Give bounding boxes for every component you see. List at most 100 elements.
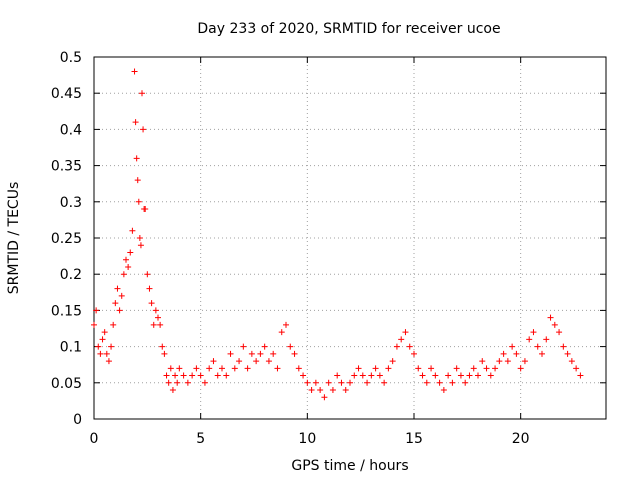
data-point xyxy=(99,336,106,343)
y-tick-label: 0.15 xyxy=(51,303,82,319)
data-point xyxy=(295,365,302,372)
data-point xyxy=(530,329,537,336)
x-tick-labels: 0 5 10 15 20 xyxy=(90,431,530,447)
data-point xyxy=(406,343,413,350)
data-point xyxy=(492,365,499,372)
data-point xyxy=(513,350,520,357)
data-point xyxy=(148,300,155,307)
data-point xyxy=(174,379,181,386)
y-tick-label: 0.25 xyxy=(51,231,82,247)
data-point xyxy=(500,350,507,357)
data-point xyxy=(415,365,422,372)
data-point xyxy=(163,372,170,379)
data-point xyxy=(517,365,524,372)
data-point xyxy=(573,365,580,372)
data-point xyxy=(287,343,294,350)
data-point xyxy=(134,177,141,184)
data-point xyxy=(120,271,127,278)
data-point xyxy=(419,372,426,379)
data-point xyxy=(342,387,349,394)
data-point xyxy=(436,379,443,386)
data-point xyxy=(101,329,108,336)
data-point xyxy=(347,379,353,386)
data-point xyxy=(364,379,371,386)
data-point xyxy=(150,321,157,328)
data-point xyxy=(110,321,117,328)
data-point xyxy=(180,372,187,379)
data-point xyxy=(240,343,247,350)
y-tick-label: 0.3 xyxy=(60,195,82,211)
data-point xyxy=(560,343,567,350)
data-point xyxy=(359,372,366,379)
data-point xyxy=(274,365,281,372)
data-point xyxy=(91,321,97,328)
y-tick-label: 0.05 xyxy=(51,376,82,392)
data-point xyxy=(108,343,115,350)
x-axis-title: GPS time / hours xyxy=(291,458,408,474)
y-tick-label: 0.45 xyxy=(51,86,82,102)
data-point xyxy=(466,372,473,379)
y-tick-label: 0.35 xyxy=(51,159,82,175)
data-point xyxy=(184,379,191,386)
y-tick-label: 0.4 xyxy=(60,122,82,138)
grid-lines xyxy=(94,57,606,419)
y-tick-label: 0.5 xyxy=(60,50,82,66)
data-point xyxy=(308,387,315,394)
data-point xyxy=(161,350,168,357)
data-point xyxy=(402,329,409,336)
x-tick-label: 15 xyxy=(405,431,423,447)
data-point xyxy=(159,343,166,350)
data-point xyxy=(376,372,383,379)
data-point xyxy=(146,285,153,292)
data-point xyxy=(432,372,439,379)
data-point xyxy=(118,292,125,299)
data-point xyxy=(123,256,129,263)
data-point xyxy=(317,387,324,394)
data-point xyxy=(453,365,460,372)
data-point xyxy=(355,365,362,372)
data-point xyxy=(270,350,277,357)
data-point xyxy=(125,263,132,270)
data-point xyxy=(283,321,289,328)
data-point xyxy=(253,358,260,365)
data-point xyxy=(165,379,172,386)
data-point xyxy=(321,394,328,401)
data-point xyxy=(114,285,121,292)
y-axis-title: SRMTID / TECUs xyxy=(6,182,22,295)
data-point xyxy=(137,242,144,249)
data-point xyxy=(210,358,217,365)
data-points xyxy=(91,68,584,401)
data-point xyxy=(112,300,119,307)
data-point xyxy=(193,365,200,372)
data-point xyxy=(132,119,139,126)
data-point xyxy=(139,90,145,97)
data-point xyxy=(577,372,584,379)
data-point xyxy=(176,365,183,372)
data-point xyxy=(564,350,571,357)
data-point xyxy=(428,365,435,372)
data-point xyxy=(334,372,341,379)
data-point xyxy=(496,358,503,365)
data-point xyxy=(475,372,481,379)
data-point xyxy=(127,249,134,256)
data-point xyxy=(142,206,149,213)
data-point xyxy=(93,307,100,314)
data-point xyxy=(534,343,541,350)
data-point xyxy=(167,365,174,372)
data-point xyxy=(381,379,388,386)
data-point xyxy=(325,379,332,386)
axis-ticks xyxy=(93,56,606,420)
data-point xyxy=(543,336,550,343)
data-point xyxy=(411,350,417,357)
data-point xyxy=(551,321,558,328)
data-point xyxy=(504,358,511,365)
data-point xyxy=(389,358,396,365)
x-tick-label: 10 xyxy=(298,431,316,447)
data-point xyxy=(300,372,307,379)
data-point xyxy=(219,365,225,372)
chart-title: Day 233 of 2020, SRMTID for receiver uco… xyxy=(197,21,500,37)
data-point xyxy=(457,372,464,379)
data-point xyxy=(133,155,140,162)
data-point xyxy=(445,372,452,379)
data-point xyxy=(423,379,430,386)
